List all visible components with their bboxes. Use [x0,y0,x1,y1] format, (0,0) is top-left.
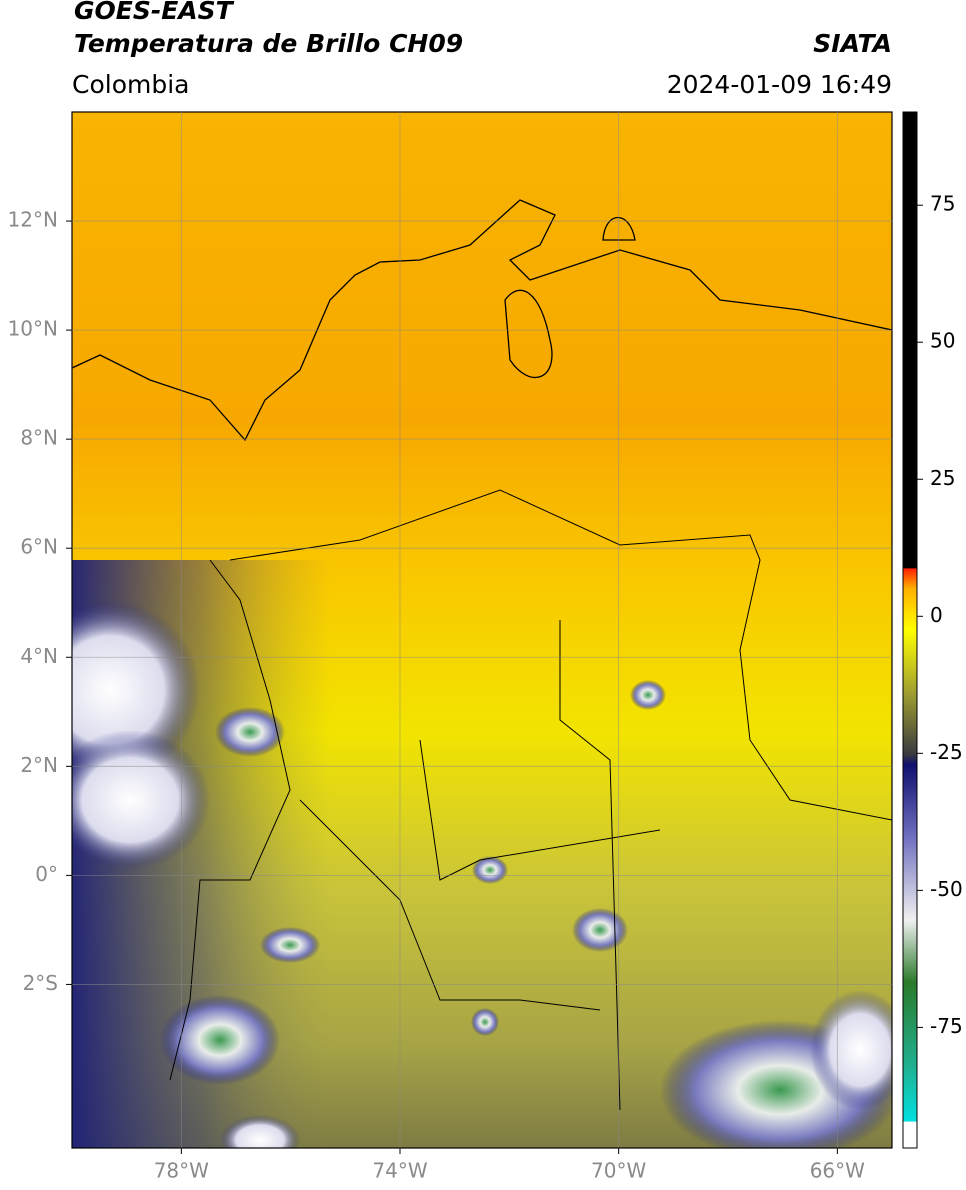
map-frame [71,111,893,1149]
y-tick-label: 2°N [20,753,58,777]
source: SIATA [813,29,892,58]
colorbar-tick-label: 0 [930,603,943,627]
x-tick-label: 78°W [154,1159,209,1183]
title: GOES-EAST [74,0,235,25]
colorbar-tick-label: 25 [930,466,955,490]
y-tick-label: 10°N [8,317,58,341]
datetime: 2024-01-09 16:49 [667,70,892,99]
x-tick-label: 66°W [810,1159,865,1183]
y-tick-label: 2°S [23,971,58,995]
colorbar-tick-label: -25 [930,740,963,764]
x-tick-label: 70°W [591,1159,646,1183]
x-tick-label: 74°W [372,1159,427,1183]
y-tick-label: 4°N [20,644,58,668]
y-tick-label: 8°N [20,426,58,450]
map-image [72,112,892,1148]
colorbar-tick-label: -50 [930,877,963,901]
y-tick-label: 6°N [20,535,58,559]
colorbar [902,111,918,1149]
colorbar-tick-label: 75 [930,192,955,216]
region: Colombia [72,70,189,99]
y-tick-label: 0° [35,862,58,886]
subtitle: Temperatura de Brillo CH09 [74,29,463,58]
colorbar-tick-label: 50 [930,329,955,353]
y-tick-label: 12°N [8,208,58,232]
colorbar-tick-label: -75 [930,1014,963,1038]
